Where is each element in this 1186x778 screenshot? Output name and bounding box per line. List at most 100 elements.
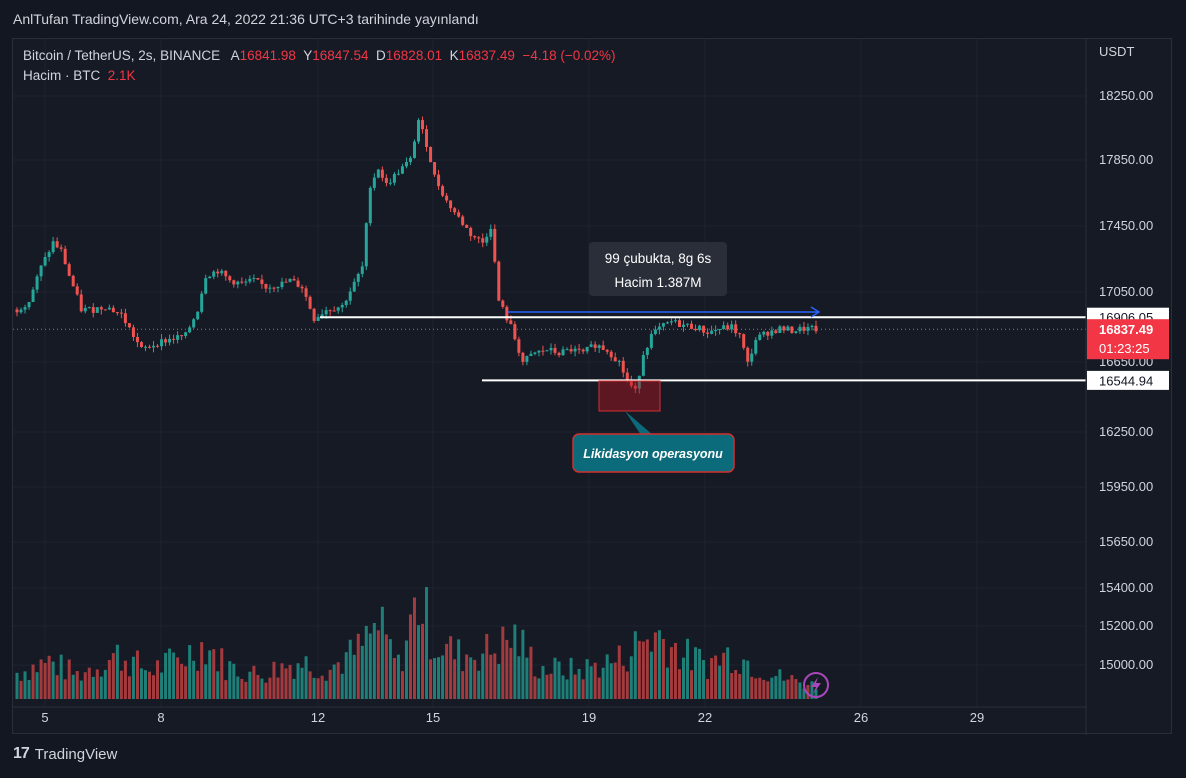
candle-body	[782, 326, 786, 331]
volume-bar	[23, 671, 27, 699]
candle-body	[473, 236, 477, 238]
candle-body	[433, 162, 437, 175]
candle-body	[308, 296, 312, 309]
volume-bar	[180, 663, 184, 699]
tradingview-mark-icon: 17	[13, 745, 30, 762]
candle-body	[135, 336, 139, 343]
candle-body	[673, 320, 677, 322]
candle-body	[605, 349, 609, 352]
high-value: 16847.54	[312, 48, 369, 63]
volume-bar	[156, 660, 160, 699]
volume-label[interactable]: Hacim · BTC	[23, 68, 101, 83]
candle-body	[702, 325, 706, 333]
candle-body	[396, 173, 400, 175]
liquidation-zone[interactable]	[598, 380, 661, 412]
symbol-name[interactable]: Bitcoin / TetherUS, 2s, BINANCE	[23, 48, 221, 63]
volume-bar	[501, 626, 505, 699]
candle-body	[453, 208, 457, 213]
volume-bar	[477, 670, 481, 699]
volume-bar	[690, 670, 694, 699]
time-tick-label: 19	[582, 710, 596, 725]
volume-bar	[722, 652, 726, 699]
candle-body	[509, 320, 513, 325]
volume-bar	[368, 633, 372, 699]
volume-bar	[27, 680, 31, 699]
volume-bar	[131, 656, 135, 699]
volume-bar	[645, 639, 649, 699]
volume-bar	[521, 629, 525, 699]
volume-bar	[188, 645, 192, 699]
candle-body	[758, 334, 762, 340]
candle-body	[268, 287, 272, 289]
candle-body	[280, 281, 284, 287]
volume-bar	[280, 663, 284, 699]
volume-bar	[425, 587, 429, 699]
tradingview-logo[interactable]: 17 TradingView	[13, 745, 117, 763]
volume-bar	[525, 657, 529, 699]
candle-body	[376, 169, 380, 178]
candle-body	[617, 360, 621, 362]
candle-body	[276, 286, 280, 289]
volume-bar	[617, 645, 621, 699]
candle-body	[437, 174, 441, 187]
volume-bar	[388, 639, 392, 699]
volume-bar	[160, 672, 164, 699]
candle-body	[264, 283, 268, 289]
candle-body	[706, 332, 710, 334]
volume-bar	[657, 630, 661, 699]
volume-bar	[553, 657, 557, 699]
volume-bar	[577, 668, 581, 699]
candle-body	[87, 307, 91, 309]
volume-bar	[103, 669, 107, 699]
volume-bar	[260, 678, 264, 699]
candle-body	[63, 248, 67, 265]
candle-body	[521, 352, 525, 362]
volume-bar	[15, 672, 19, 699]
candle-body	[493, 228, 497, 262]
volume-bar	[421, 623, 425, 699]
candle-body	[404, 162, 408, 167]
candle-body	[119, 312, 123, 314]
candle-body	[35, 276, 39, 290]
price-tick-label: 17850.00	[1099, 152, 1153, 167]
volume-bar	[461, 671, 465, 699]
candle-body	[99, 307, 103, 310]
candle-body	[754, 339, 758, 354]
candle-body	[726, 325, 730, 330]
volume-bar	[208, 650, 212, 699]
volume-bar	[746, 660, 750, 699]
candle-body	[320, 314, 324, 317]
candle-body	[545, 350, 549, 352]
candle-body	[657, 326, 661, 330]
candle-body	[19, 309, 23, 313]
volume-bar	[489, 654, 493, 699]
volume-bar	[328, 669, 332, 699]
candle-body	[477, 237, 481, 239]
candle-body	[613, 357, 617, 362]
candle-body	[184, 332, 188, 336]
candle-body	[232, 280, 236, 285]
annotation-text: Likidasyon operasyonu	[583, 447, 723, 461]
volume-bar	[176, 657, 180, 699]
volume-bar	[673, 642, 677, 699]
volume-bar	[332, 664, 336, 699]
volume-bar	[509, 647, 513, 699]
volume-bar	[348, 639, 352, 699]
volume-bar	[67, 659, 71, 699]
volume-bar	[268, 677, 272, 699]
candle-body	[457, 212, 461, 217]
candle-body	[328, 310, 332, 312]
volume-bar	[288, 664, 292, 699]
price-tick-label: 15400.00	[1099, 580, 1153, 595]
candle-body	[722, 325, 726, 330]
volume-bar	[184, 666, 188, 699]
chart-panel[interactable]: 99 çubukta, 8g 6s Hacim 1.387M Likidasyon …	[12, 38, 1173, 735]
annotation-callout[interactable]	[572, 433, 735, 473]
volume-bar	[573, 674, 577, 699]
volume-bar	[449, 636, 453, 699]
open-value: 16841.98	[239, 48, 296, 63]
lightning-icon[interactable]	[803, 672, 829, 698]
volume-bar	[641, 641, 645, 699]
price-chart[interactable]: 99 çubukta, 8g 6s Hacim 1.387M Likidasyon …	[13, 39, 1173, 735]
volume-bar	[766, 681, 770, 699]
